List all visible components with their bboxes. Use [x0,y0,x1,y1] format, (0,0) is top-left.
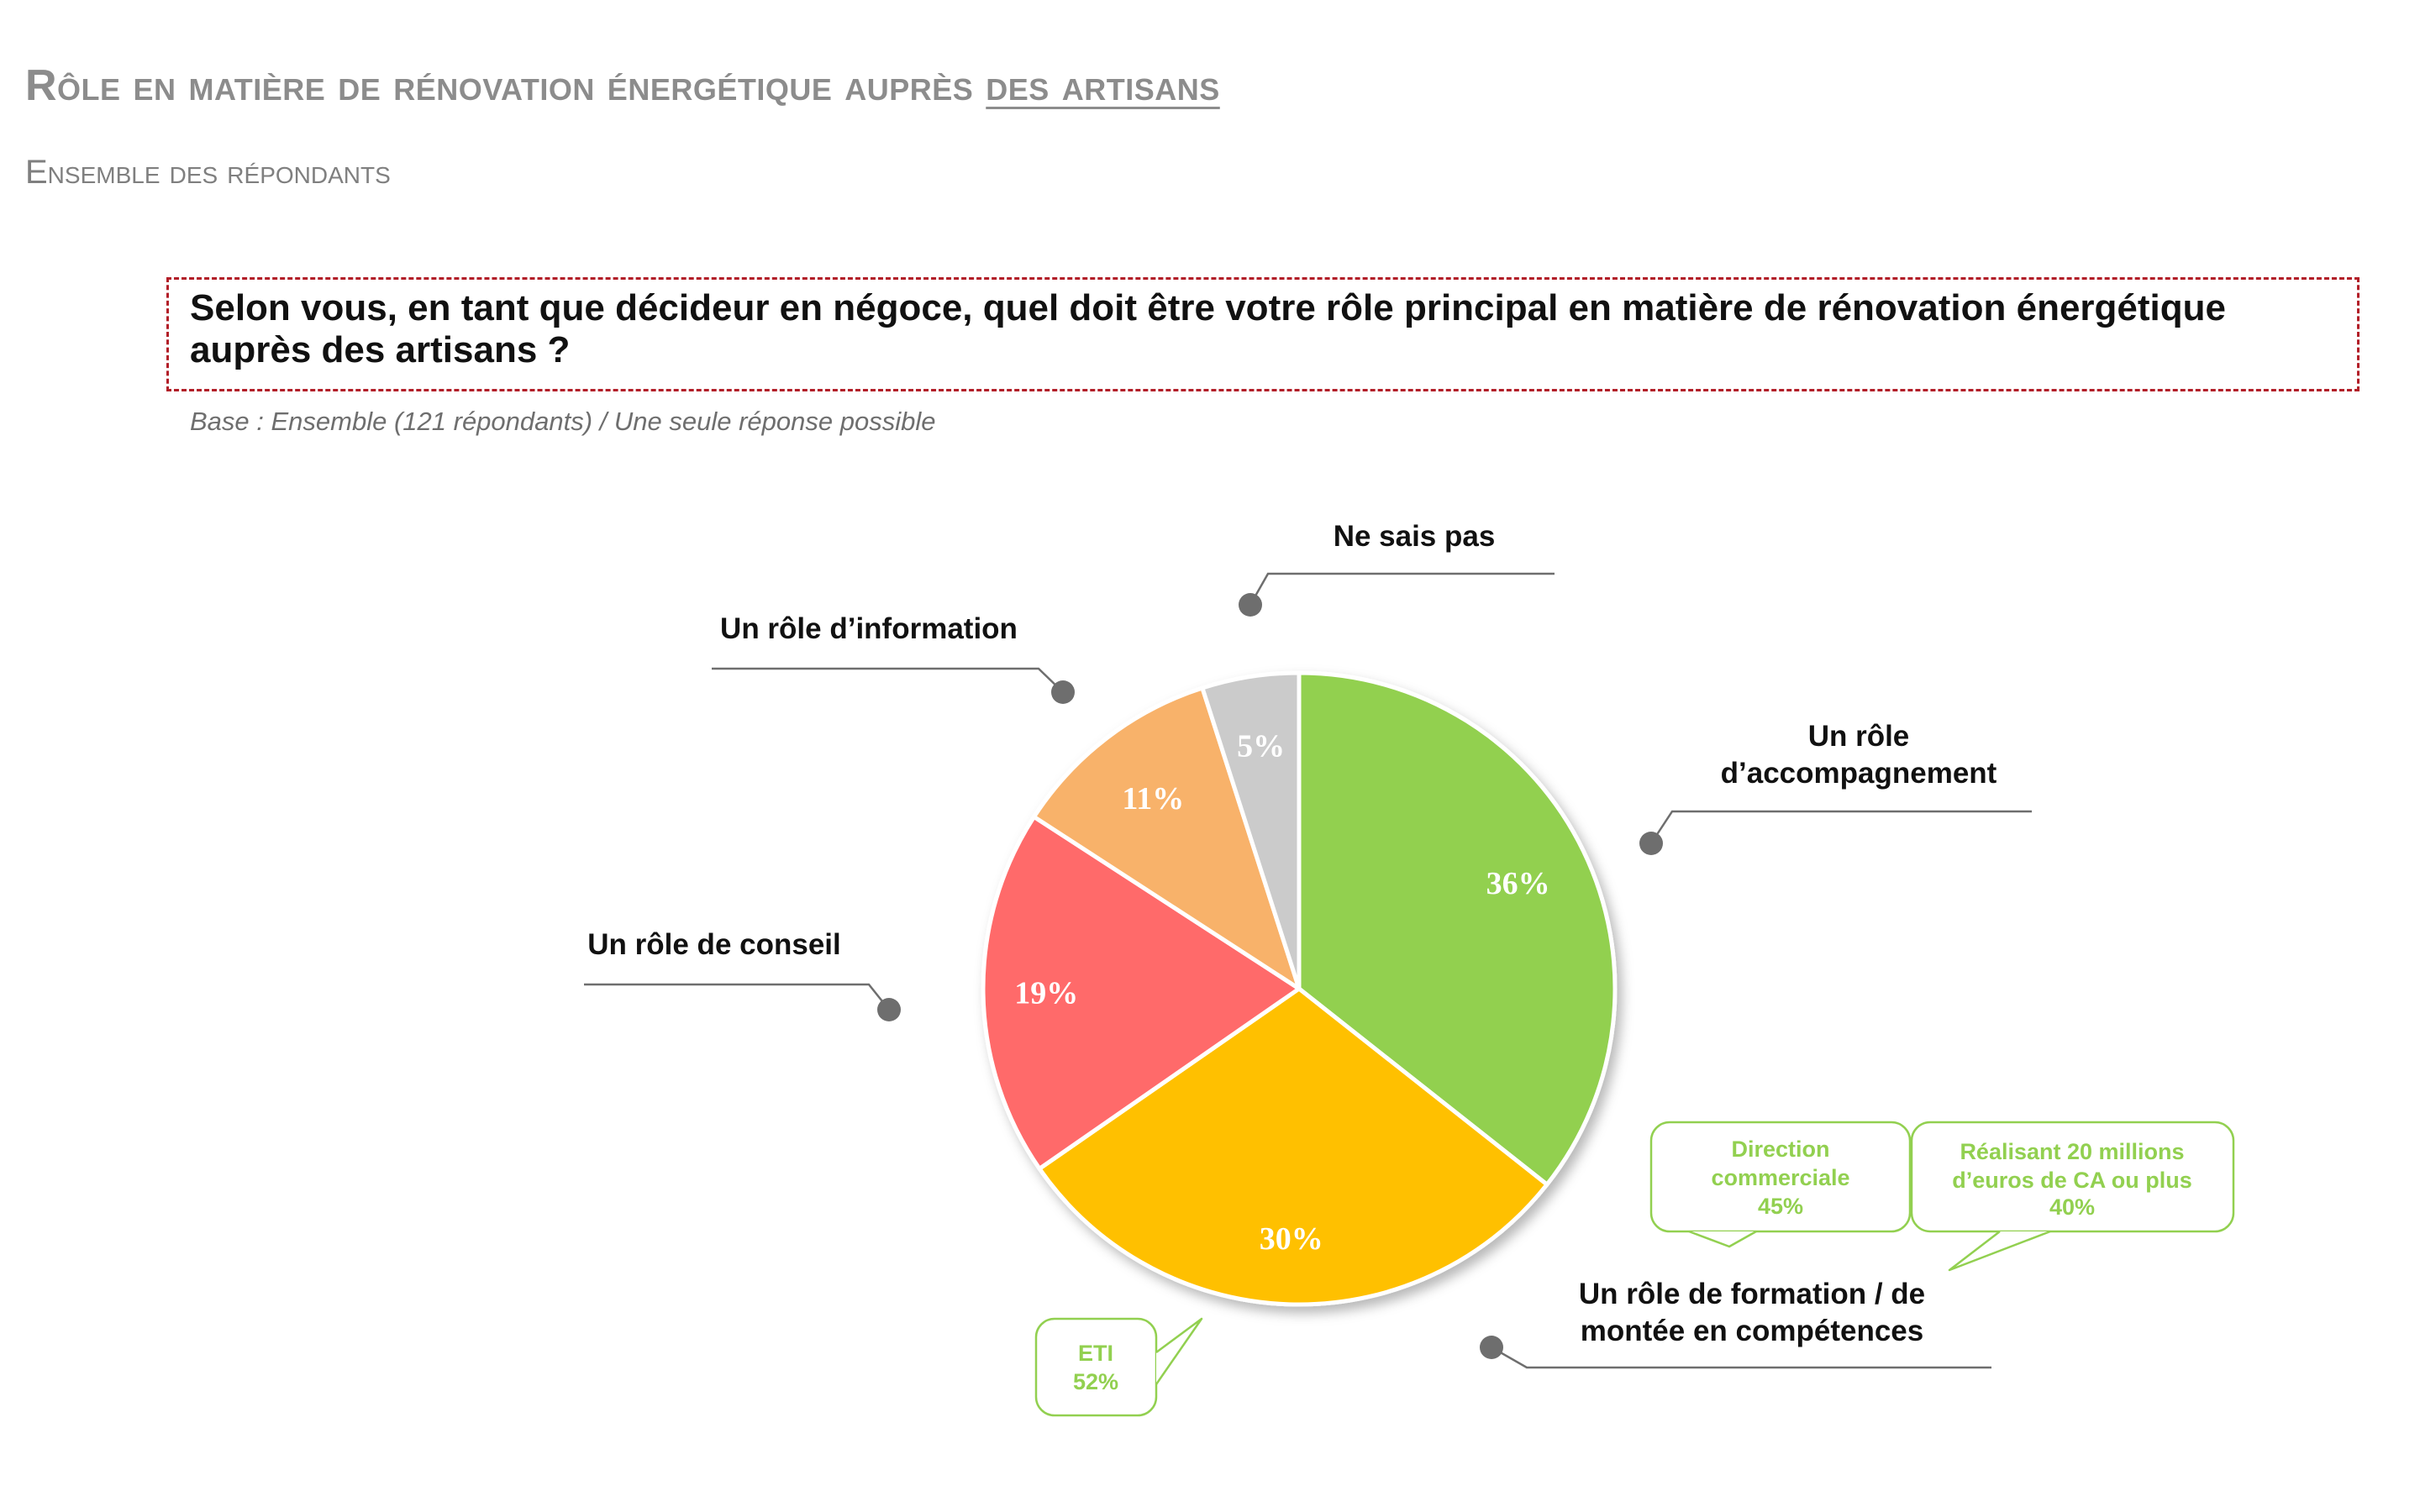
title-main: Rôle en matière de rénovation énergétiqu… [25,61,986,110]
label-accompagnement-line: d’accompagnement [1721,757,1997,790]
label-accompagnement-line: Un rôle [1808,720,1910,753]
annotation-eti-box [1034,1317,1158,1417]
label-formation-leader [1491,1346,1991,1369]
label-accompagnement: Un rôle d’accompagnement [1721,720,1997,790]
label-information: Un rôle d’information [720,612,1018,645]
pie-annotations: Direction commerciale 45% Réalisant 20 mill… [1034,1121,2235,1417]
label-conseil-line: Un rôle de conseil [587,928,840,961]
slice-accompagnement [1297,670,1618,1187]
pie-callouts: Un rôle d’accompagnement Un rôle de format… [584,520,2032,1369]
title-underlined: des artisans [986,61,1220,110]
page-subtitle: Ensemble des répondants [25,154,391,191]
slice-information [1032,685,1302,991]
annotation-direction-commerciale-tail [1688,1230,1757,1248]
slice-formation-percent: 30% [1260,1221,1323,1257]
question-box [166,277,2360,391]
base-note: Base : Ensemble (121 répondants) / Une s… [190,407,936,436]
label-formation-line: montée en compétences [1581,1315,1923,1347]
label-formation-line: Un rôle de formation / de [1579,1278,1925,1310]
label-conseil-dot [877,998,901,1021]
slice-accompagnement-percent: 36% [1486,866,1550,901]
label-information-leader [712,667,1064,693]
pie-slices [981,670,1618,1307]
annotation-eti-line: 52% [1073,1369,1118,1394]
label-ne-sais-pas-line: Ne sais pas [1334,520,1496,553]
annotation-direction-commerciale: Direction commerciale 45% [1649,1121,1912,1248]
annotation-eti: ETI 52% [1034,1317,1203,1417]
label-accompagnement-leader [1649,810,2032,844]
annotation-direction-commerciale-line: commerciale [1711,1165,1849,1190]
label-ne-sais-pas-dot [1239,593,1262,617]
annotation-ca-20-millions-line: d’euros de CA ou plus [1952,1168,2192,1193]
annotation-direction-commerciale-line: Direction [1731,1137,1829,1162]
label-formation: Un rôle de formation / de montée en compé… [1579,1278,1925,1347]
label-conseil-leader [584,983,890,1011]
slice-ne-sais-pas-percent: 5% [1237,728,1285,764]
annotation-direction-commerciale-text: Direction commerciale 45% [1711,1137,1849,1219]
question-text: Selon vous, en tant que décideur en négo… [190,287,2226,370]
label-conseil: Un rôle de conseil [587,928,840,961]
label-information-line: Un rôle d’information [720,612,1018,645]
annotation-direction-commerciale-box [1649,1121,1912,1233]
slice-conseil [981,814,1302,1171]
pie-percent-labels: 36% 30% 19% 11% 5% [1014,728,1549,1257]
annotation-ca-20-millions-box [1910,1121,2235,1233]
slice-conseil-percent: 19% [1014,976,1078,1011]
annotation-direction-commerciale-line: 45% [1758,1194,1803,1219]
annotation-eti-line: ETI [1078,1341,1113,1366]
label-information-dot [1051,680,1075,704]
slice-information-percent: 11% [1122,781,1184,816]
label-formation-dot [1480,1336,1503,1359]
slice-formation [1037,986,1549,1307]
annotation-ca-20-millions-line: Réalisant 20 millions [1960,1139,2184,1164]
slice-ne-sais-pas [1200,670,1302,991]
label-ne-sais-pas: Ne sais pas [1334,520,1496,553]
annotation-ca-20-millions-text: Réalisant 20 millions d’euros de CA ou pl… [1952,1139,2192,1220]
label-ne-sais-pas-leader [1249,572,1555,606]
page-title: Rôle en matière de rénovation énergétiqu… [25,60,1220,111]
label-accompagnement-dot [1639,832,1663,855]
annotation-eti-tail [1155,1317,1203,1385]
annotation-ca-20-millions-tail [1948,1230,2051,1272]
annotation-eti-text: ETI 52% [1073,1341,1118,1394]
annotation-ca-20-millions-line: 40% [2049,1194,2095,1220]
annotation-ca-20-millions: Réalisant 20 millions d’euros de CA ou pl… [1910,1121,2235,1272]
